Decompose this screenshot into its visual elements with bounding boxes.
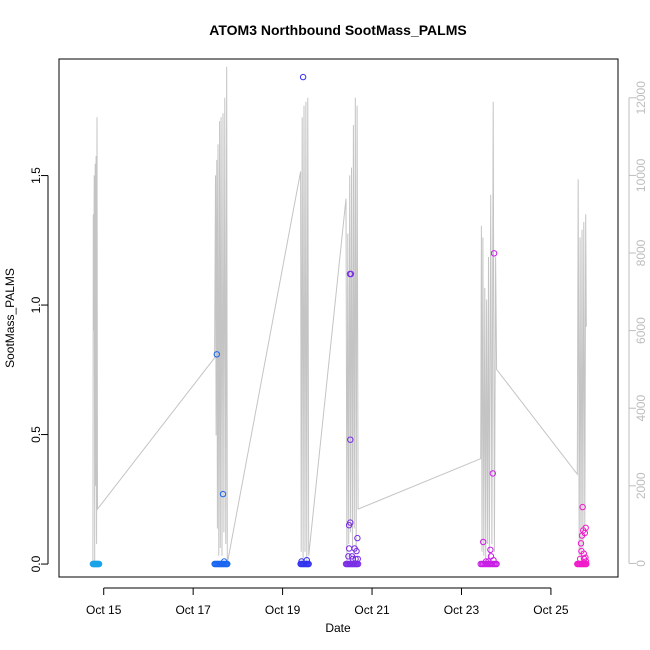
x-axis: Oct 15 Oct 17 Oct 19 Oct 21 Oct 23 Oct 25 — [86, 587, 569, 617]
data-point-series-4 — [352, 555, 359, 563]
data-point-series-4 — [354, 555, 361, 563]
data-point-series-5 — [487, 546, 494, 553]
data-point-series-5 — [490, 557, 497, 564]
data-point-series-3 — [303, 557, 310, 564]
y-tick-label: 1.0 — [29, 296, 43, 313]
data-point-series-6 — [582, 558, 590, 565]
y-axis: 0.0 0.5 1.0 1.5 — [29, 167, 49, 572]
y2-tick-label: 10000 — [634, 158, 648, 192]
y2-tick-label: 0 — [634, 560, 648, 567]
x-tick-label: Oct 17 — [175, 603, 211, 617]
data-point-series-2 — [221, 558, 228, 565]
data-point-series-6 — [579, 503, 586, 511]
data-point-series-2 — [213, 351, 221, 358]
y2-tick-label: 12000 — [634, 81, 648, 115]
y2-tick-label: 4000 — [634, 395, 648, 422]
data-point-series-4 — [353, 547, 360, 555]
x-axis-label: Date — [325, 621, 351, 635]
data-point-series-3 — [299, 73, 307, 81]
data-point-series-3 — [305, 560, 312, 568]
y-tick-label: 0.5 — [29, 426, 43, 443]
y2-tick-label: 2000 — [634, 472, 648, 499]
data-point-series-5 — [482, 558, 490, 565]
data-point-series-4 — [354, 534, 361, 542]
data-point-series-6 — [583, 560, 590, 568]
data-point-series-4 — [347, 519, 354, 526]
data-point-series-5 — [493, 560, 500, 568]
chart-title: ATOM3 Northbound SootMass_PALMS — [209, 22, 466, 38]
x-tick-label: Oct 19 — [265, 603, 301, 617]
data-point-series-6 — [576, 555, 584, 563]
data-point-series-5 — [490, 250, 498, 257]
y2-tick-label: 6000 — [634, 317, 648, 344]
x-tick-label: Oct 23 — [444, 603, 480, 617]
x-tick-label: Oct 25 — [533, 603, 569, 617]
x-tick-label: Oct 15 — [86, 603, 122, 617]
data-point-series-2 — [219, 490, 227, 498]
altitude-line-layer — [92, 66, 587, 564]
y2-tick-label: 8000 — [634, 239, 648, 266]
plot-frame — [58, 58, 619, 578]
y-tick-label: 1.5 — [29, 167, 43, 184]
data-point-series-6 — [581, 529, 588, 537]
data-point-series-4 — [347, 270, 355, 278]
y-axis-label: SootMass_PALMS — [3, 268, 17, 368]
altitude-line — [92, 66, 587, 564]
x-tick-label: Oct 21 — [354, 603, 390, 617]
data-point-series-4 — [347, 436, 354, 443]
data-point-series-6 — [577, 540, 585, 547]
y-tick-label: 0.0 — [29, 555, 43, 572]
data-point-series-5 — [480, 538, 487, 546]
data-point-series-1 — [95, 560, 103, 568]
data-point-series-5 — [489, 470, 496, 477]
data-points-layer — [89, 73, 590, 568]
y2-axis: 0 2000 4000 6000 8000 10000 12000 — [628, 81, 648, 567]
